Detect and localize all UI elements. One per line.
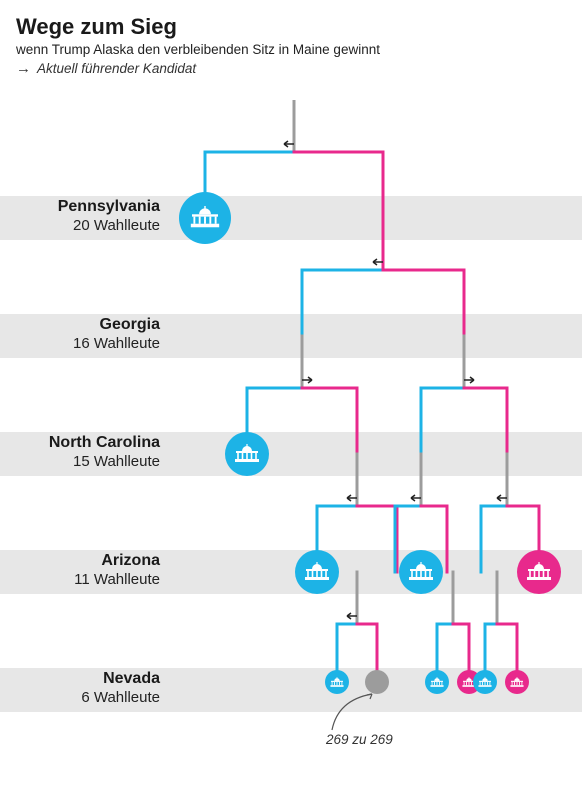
tree-edge [421,388,464,454]
tree-diagram [0,0,582,788]
tree-edge [481,506,507,572]
tie-pointer [332,694,372,730]
tree-edge [294,152,383,270]
tree-edge [302,388,357,454]
tie-node [365,670,389,694]
tree-edge [383,270,464,336]
tree-edge [357,506,397,572]
tree-edge [464,388,507,454]
tie-pointer-head [367,694,372,699]
tree-edge [302,270,383,336]
